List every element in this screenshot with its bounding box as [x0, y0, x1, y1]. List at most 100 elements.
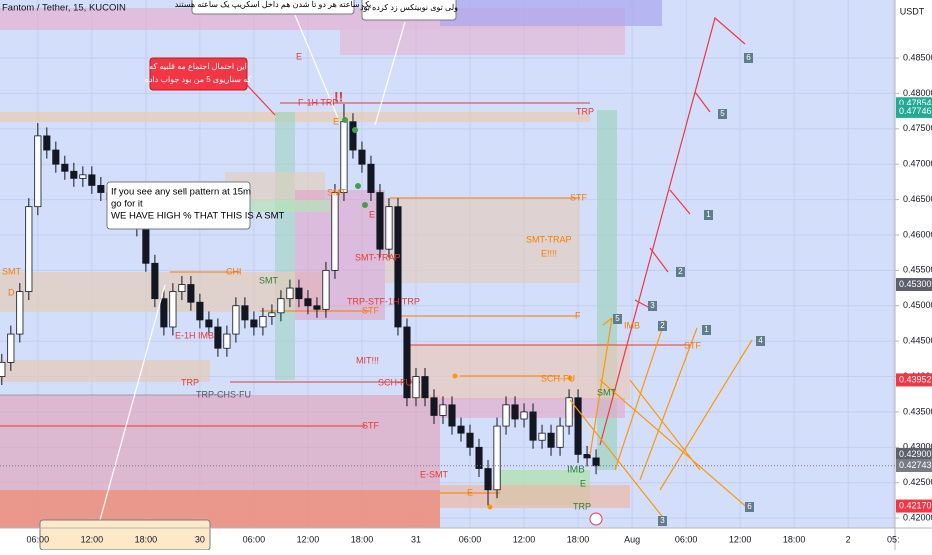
candle-body — [7, 333, 15, 363]
price-tag-label: 0.43952 — [899, 374, 932, 384]
candle-body — [466, 432, 474, 448]
candle-body — [277, 298, 285, 314]
candle-body — [88, 174, 96, 186]
candle-body — [538, 432, 546, 441]
zone-label: SMT — [259, 275, 279, 285]
candle-body — [421, 376, 429, 399]
x-tick-label: 06:00 — [459, 534, 482, 544]
step-boxes — [613, 53, 765, 526]
step-label: 5 — [720, 109, 725, 118]
x-tick-label: 12:00 — [297, 534, 320, 544]
x-tick-label: 06:00 — [243, 534, 266, 544]
candle-body — [358, 149, 366, 165]
x-tick-label: 30 — [195, 534, 205, 544]
zone-label: E — [296, 51, 302, 61]
step-label: 1 — [706, 210, 711, 219]
price-tag — [896, 459, 932, 473]
candle-body — [304, 298, 312, 307]
candle-body — [511, 404, 519, 420]
candle-body — [367, 163, 375, 193]
zone-label: STF — [362, 305, 380, 315]
x-tick-label: 18:00 — [351, 534, 374, 544]
price-tag — [896, 278, 932, 292]
zone-label: F — [575, 310, 581, 320]
x-tick-label: 06:00 — [675, 534, 698, 544]
candle-body — [178, 284, 186, 293]
zone-label: E — [467, 487, 473, 497]
candle-body — [25, 206, 33, 293]
candle-body — [430, 397, 438, 416]
candle-body — [250, 319, 258, 328]
candle-body — [0, 361, 6, 377]
zone-label: SCH-FU — [378, 377, 412, 387]
candle-body — [394, 206, 402, 328]
candle-body — [196, 301, 204, 321]
zone-labels: E F-1H TRP E TRP SMT STF E SMT-TRAP E!!!… — [2, 51, 702, 511]
candle-body — [583, 453, 591, 459]
projections — [99, 14, 753, 521]
price-tag-label: 0.45300 — [899, 279, 932, 289]
candle-body — [142, 227, 150, 264]
candle-body — [547, 432, 555, 448]
note-text: ولی توی نوبیتکس زد کرده بود — [360, 3, 458, 12]
x-tick-label: 12:00 — [513, 534, 536, 544]
zone-label: SMT-TRAP — [355, 252, 401, 262]
zone-label: STF — [362, 420, 380, 430]
step-label: 3 — [660, 516, 665, 525]
candle-body — [502, 404, 510, 427]
zone-label: E — [580, 478, 586, 488]
candle-body — [97, 185, 105, 193]
candle-body — [259, 315, 267, 328]
zone-label: TRP — [181, 377, 199, 387]
x-tick-label: 06:00 — [27, 534, 50, 544]
zone-label: TRP — [573, 501, 591, 511]
zone-label: !! — [334, 89, 343, 105]
candle-body — [592, 457, 600, 467]
candle-body — [79, 174, 87, 179]
x-tick-label: Aug — [624, 534, 640, 544]
candle-body — [493, 425, 501, 491]
step-label: 6 — [747, 502, 752, 511]
candle-body — [322, 269, 330, 310]
candle-body — [223, 333, 231, 349]
chart-title: Fantom / Tether, 15, KUCOIN — [2, 3, 126, 14]
candle-body — [331, 192, 339, 271]
zone-label: E!!!! — [541, 248, 557, 258]
zone-label: D — [8, 287, 15, 297]
candle-body — [286, 287, 294, 300]
zone-label: IMB — [567, 465, 585, 476]
candle-body — [241, 305, 249, 321]
candle-body — [457, 425, 465, 434]
step-label: 1 — [704, 325, 709, 334]
candle-body — [34, 135, 42, 208]
candle-body — [520, 411, 528, 420]
note-text: go for it — [111, 199, 143, 210]
candle-body — [376, 192, 384, 250]
candle-body — [529, 411, 537, 441]
candle-body — [151, 262, 159, 300]
zone-label: E — [333, 116, 339, 126]
zone-label: SCH-FU — [541, 373, 575, 383]
candle-body — [484, 468, 492, 491]
zone-label: TRP — [576, 106, 594, 116]
zones — [0, 0, 662, 528]
step-label: 4 — [758, 336, 763, 345]
candle-body — [232, 305, 240, 335]
price-tag — [896, 104, 932, 118]
candle-body — [340, 121, 348, 193]
zone-label: SMT — [2, 266, 22, 276]
zone-label: STF — [684, 340, 702, 350]
zone-label: TRP-CHS-FU — [196, 389, 251, 399]
zone-label: E-1H IMB — [175, 330, 214, 340]
